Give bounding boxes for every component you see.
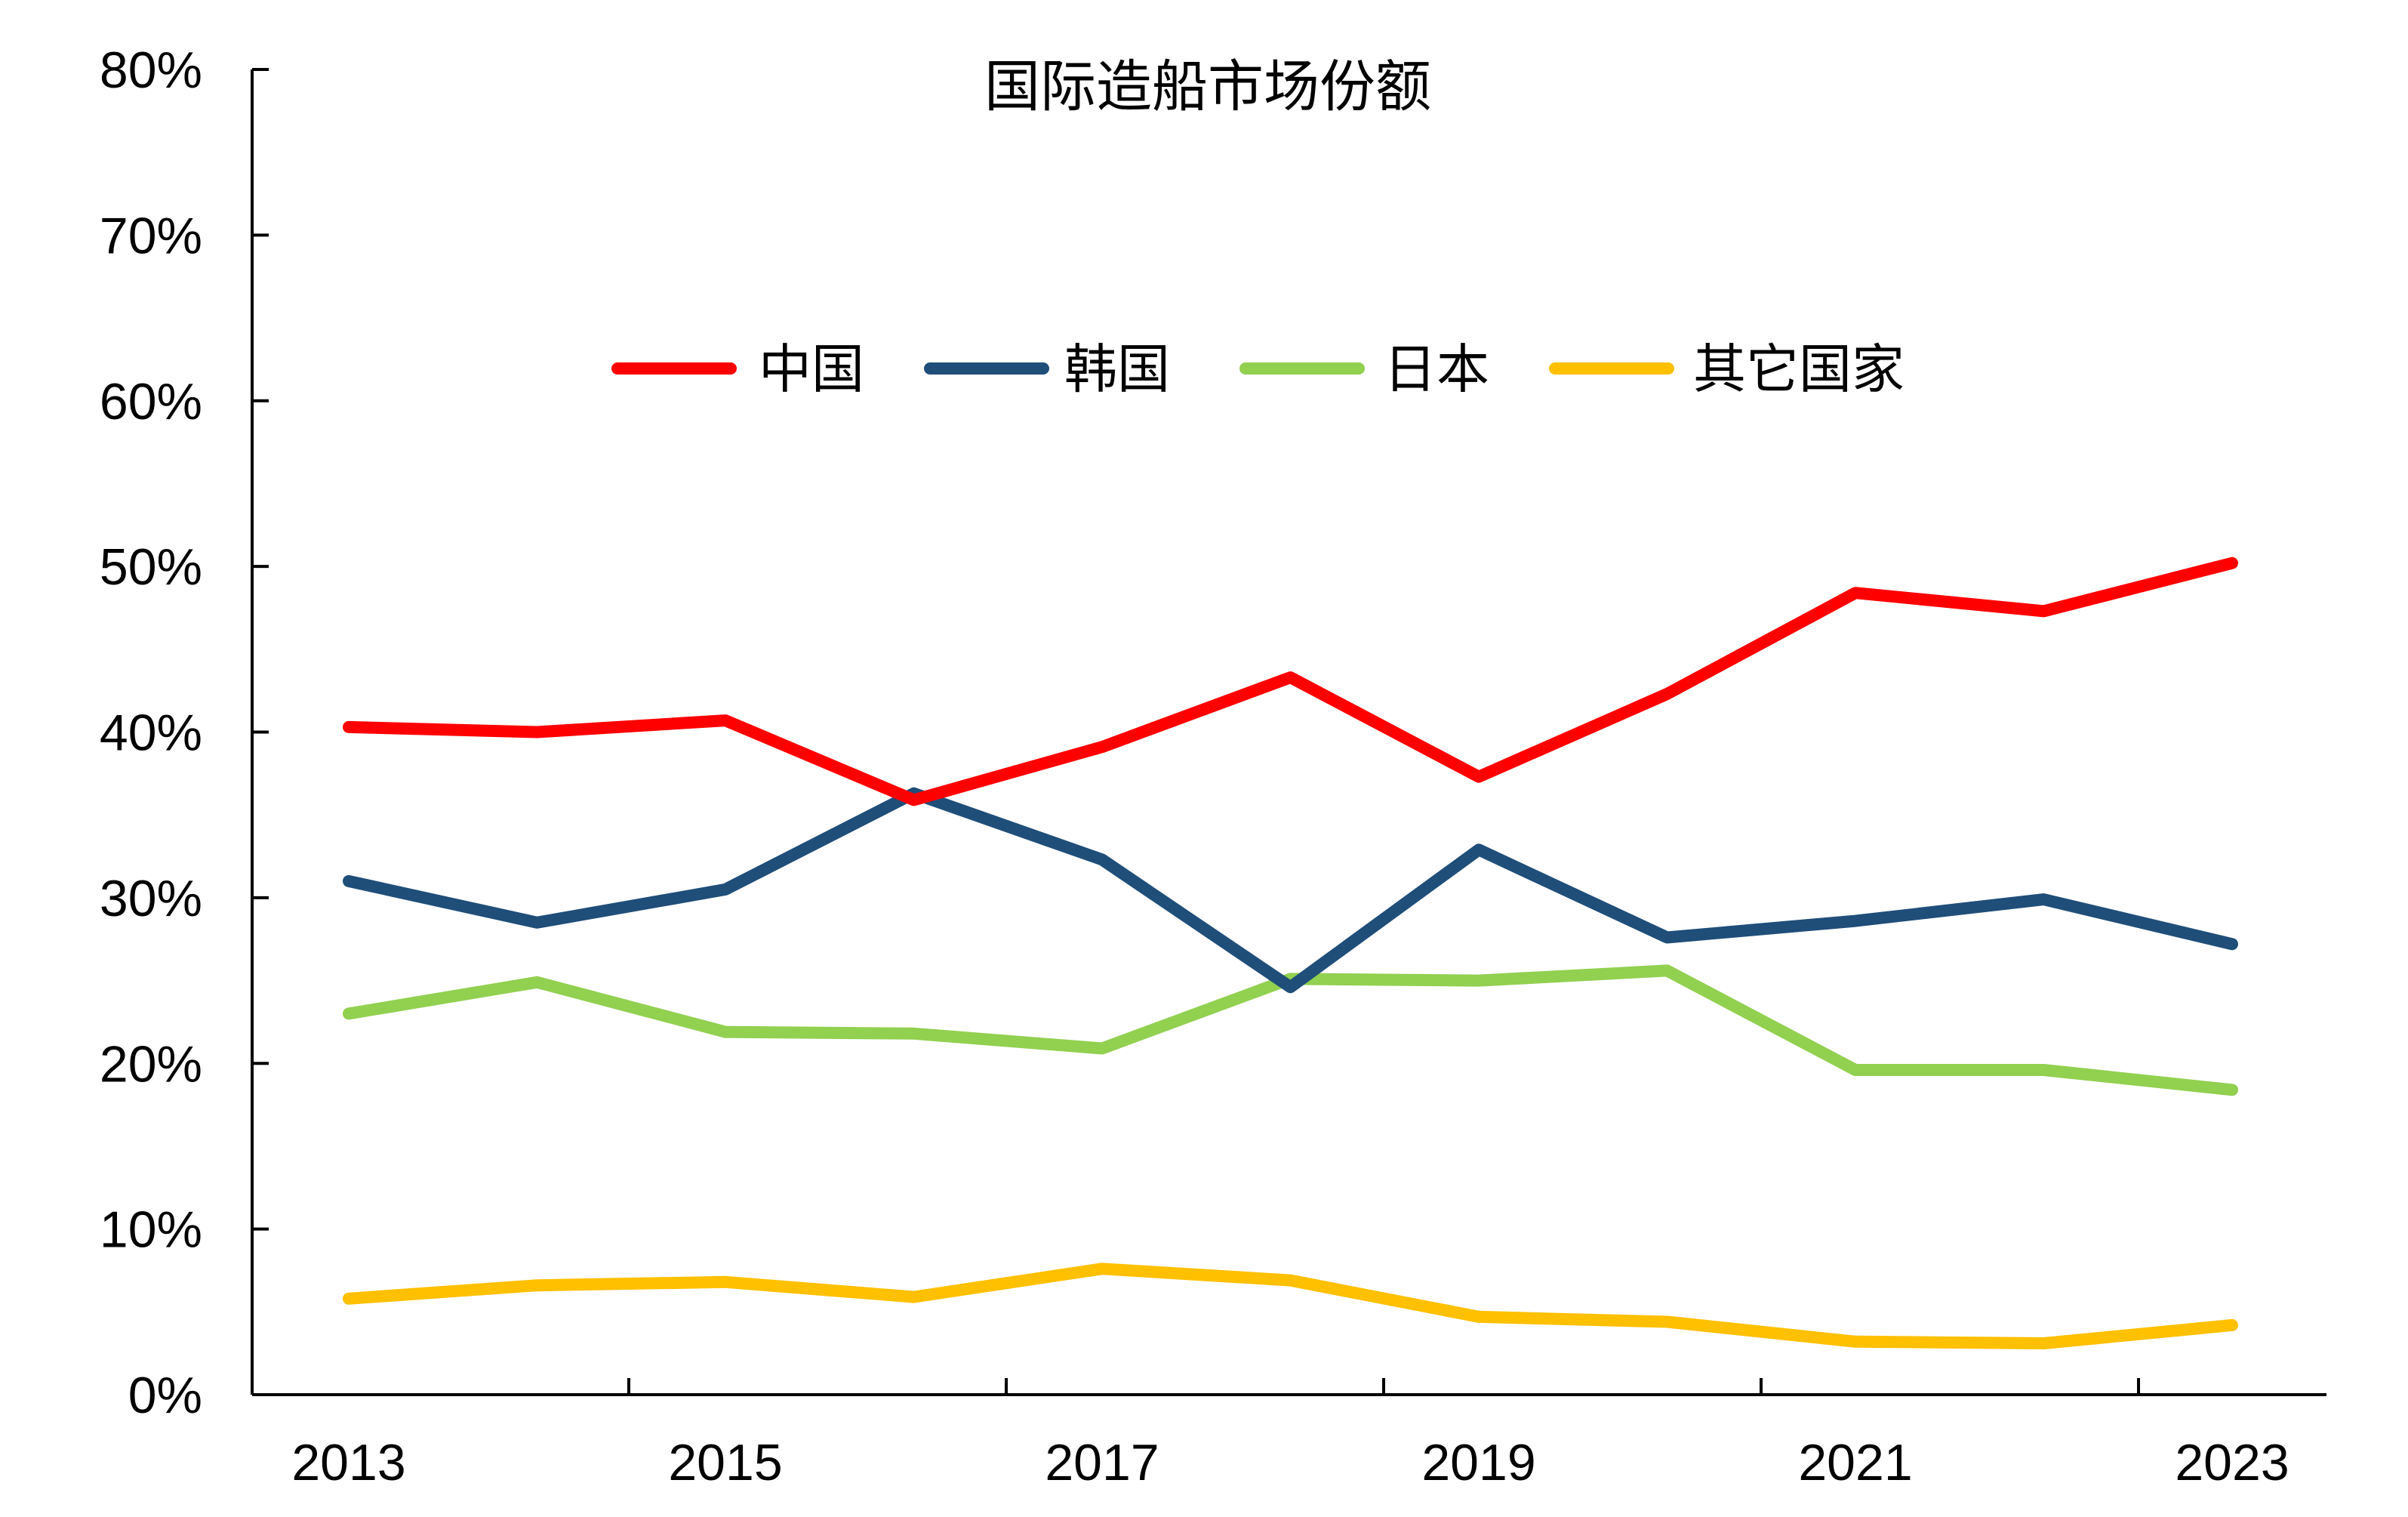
legend: 中国 韩国 日本 其它国家 — [611, 338, 1905, 400]
y-tick-label: 70% — [100, 207, 202, 264]
x-tick-label: 2019 — [1421, 1434, 1535, 1491]
x-tick-label: 2013 — [291, 1434, 405, 1491]
axes: 0% 10% 20% 30% 40% 50% 60% 70% 80% 2013 2015 2017 20… — [100, 42, 2326, 1491]
series-lines — [343, 557, 2238, 1349]
y-tick-label: 30% — [100, 870, 202, 927]
y-tick-label: 0% — [128, 1367, 202, 1424]
x-tick-label: 2021 — [1798, 1434, 1912, 1491]
legend-label: 中国 — [759, 338, 864, 400]
y-tick-label: 60% — [100, 373, 202, 430]
legend-label: 其它国家 — [1693, 338, 1905, 400]
chart-title: 国际造船市场份额 — [984, 54, 1431, 119]
x-tick-label: 2023 — [2175, 1434, 2289, 1491]
y-tick-label: 20% — [100, 1035, 202, 1093]
y-tick-label: 10% — [100, 1201, 202, 1259]
legend-label: 韩国 — [1064, 338, 1170, 400]
series-line — [343, 557, 2238, 806]
y-tick-label: 50% — [100, 538, 202, 596]
y-tick-label: 40% — [100, 705, 202, 762]
legend-label: 日本 — [1384, 338, 1489, 400]
series-line — [343, 964, 2238, 1096]
series-line — [343, 1263, 2238, 1349]
x-tick-label: 2017 — [1045, 1434, 1159, 1491]
x-tick-label: 2015 — [668, 1434, 782, 1491]
series-line — [343, 787, 2238, 994]
y-tick-label: 80% — [100, 42, 202, 99]
